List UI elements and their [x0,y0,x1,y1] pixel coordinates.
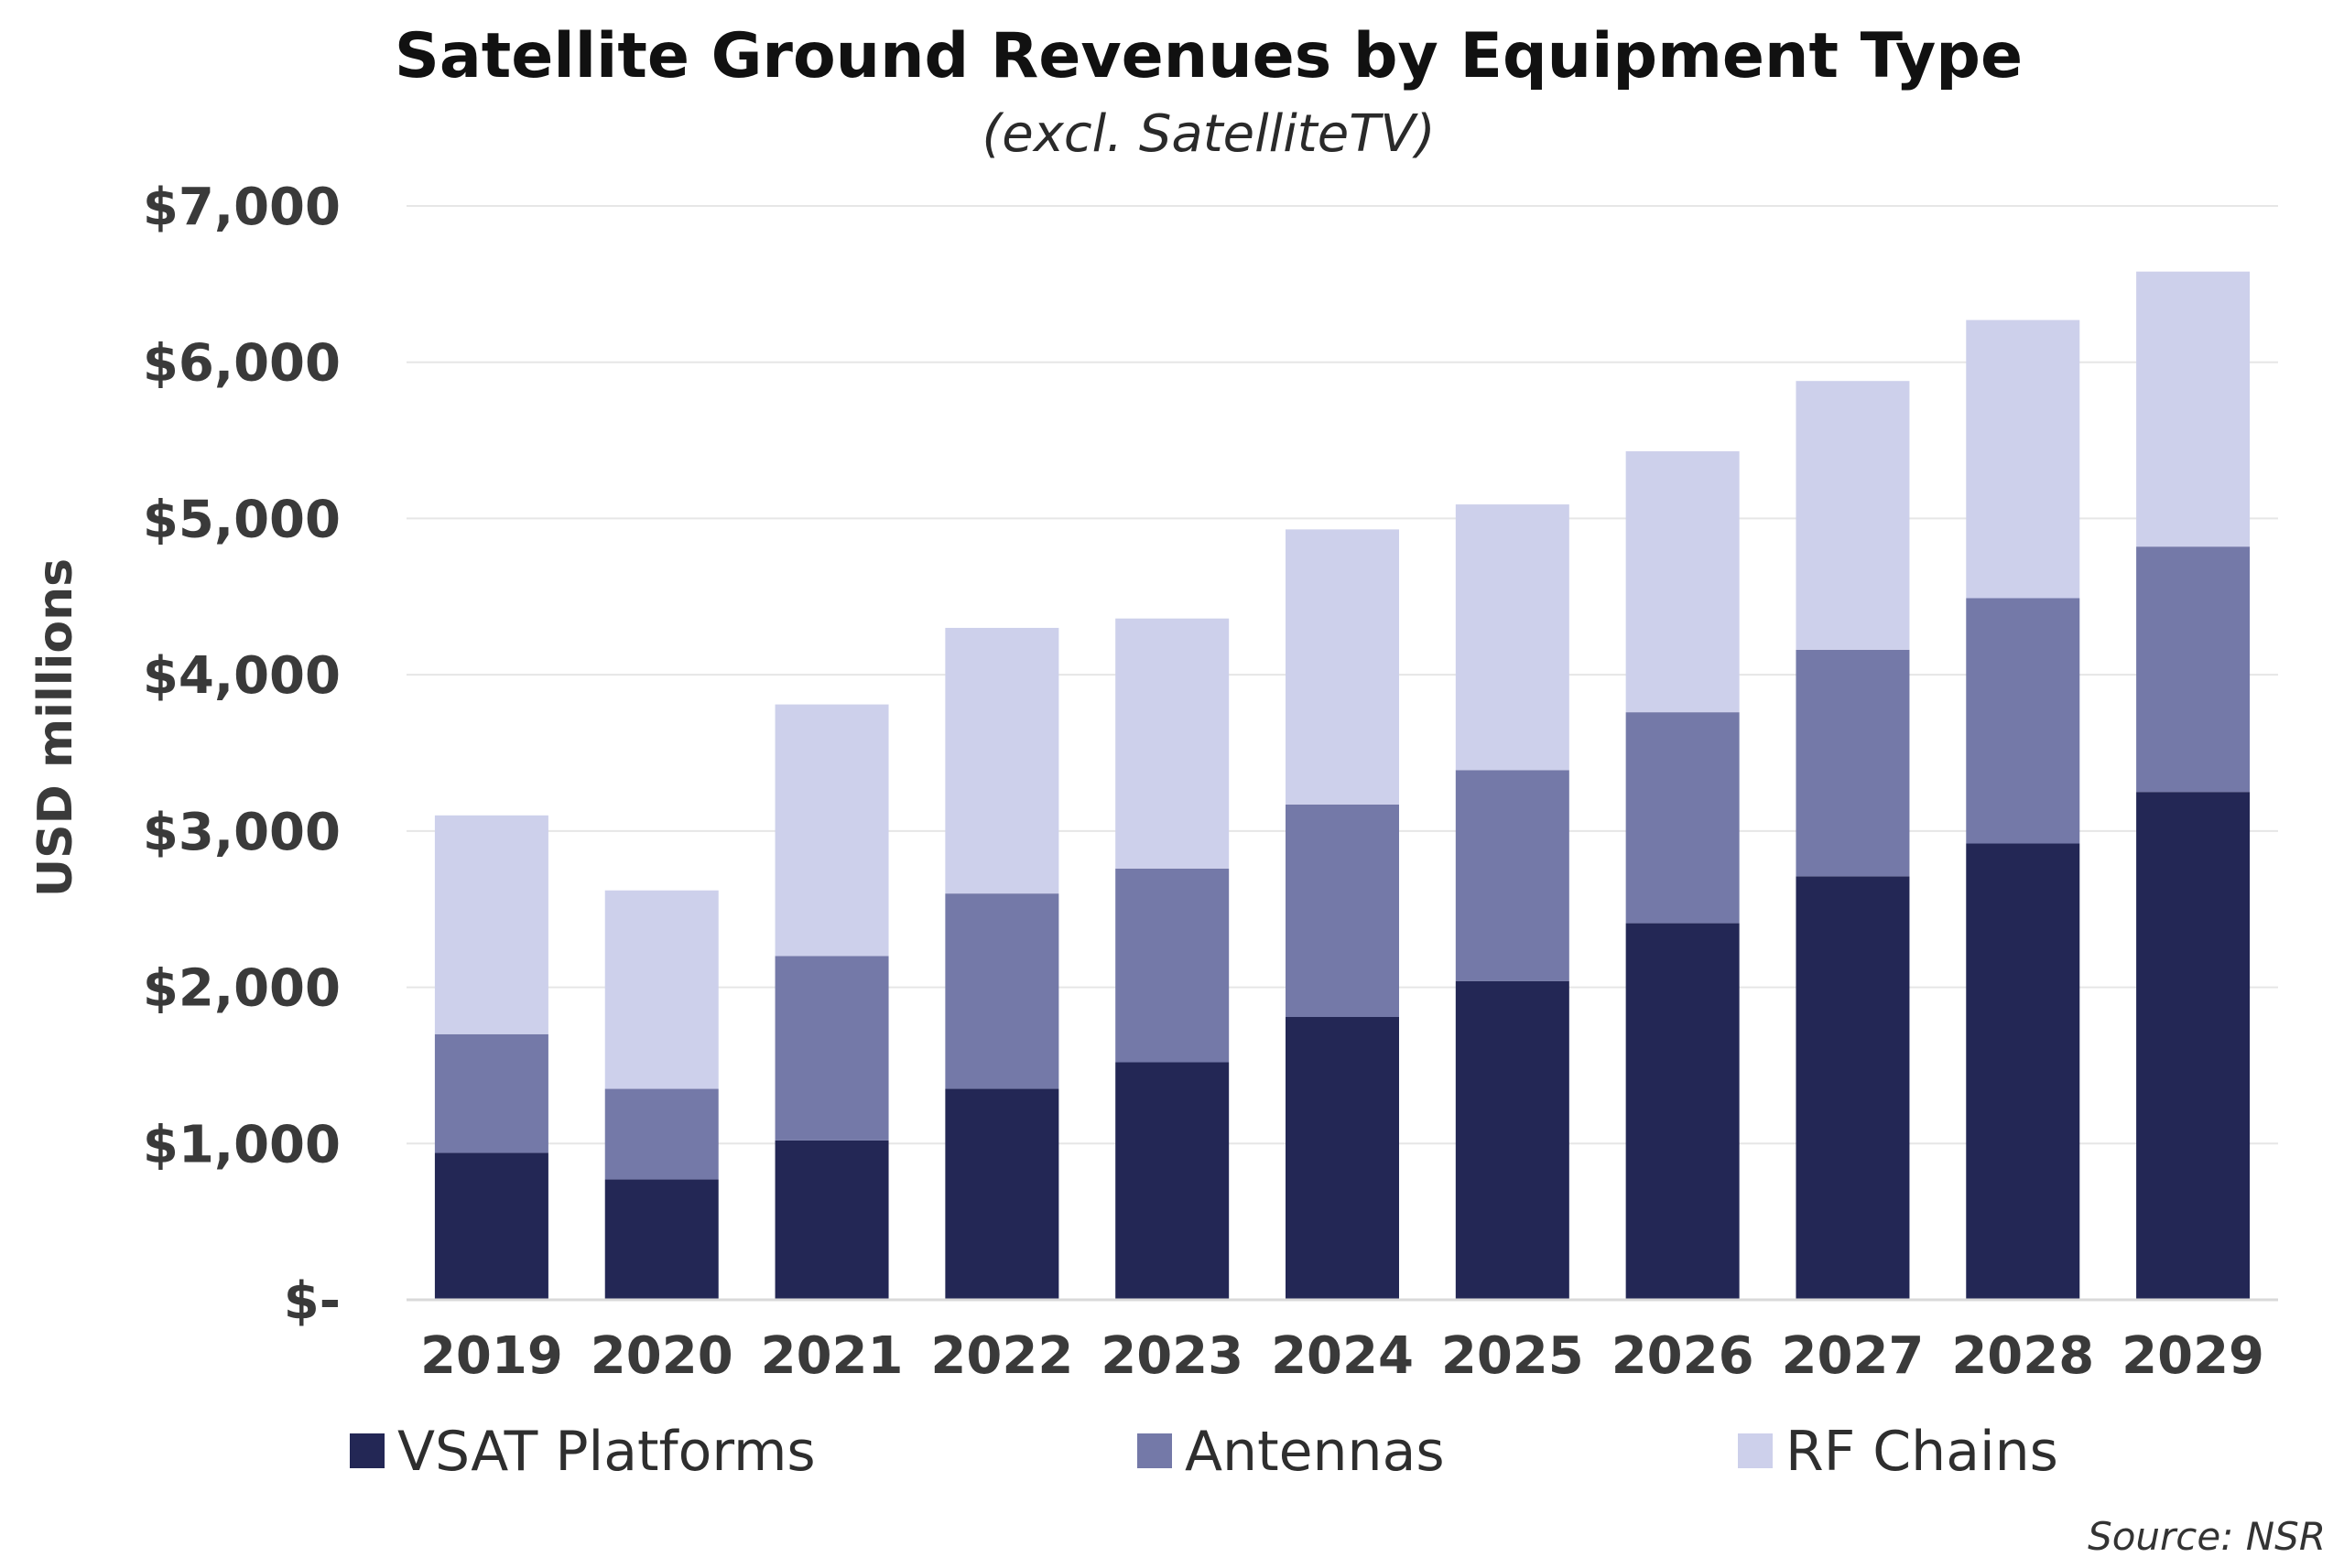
bar-stack-2023 [1115,618,1230,1300]
y-tick-label: $4,000 [143,646,341,706]
bar-antennas-2027 [1796,649,1910,877]
bar-antennas-2029 [2136,546,2251,793]
bar-vsat-platforms-2029 [2136,792,2251,1300]
bar-stack-2022 [945,627,1059,1300]
legend: VSAT Platforms Antennas RF Chains [350,1420,2058,1484]
bar-rf-chains-2025 [1455,504,1569,771]
legend-label: VSAT Platforms [397,1420,816,1484]
x-tick-label: 2021 [761,1326,904,1386]
x-axis-ticks: 2019 2020 2021 2022 2023 2024 2025 2026 2027 2028… [420,1326,2264,1386]
bar-rf-chains-2020 [604,890,719,1089]
bar-antennas-2028 [1966,598,2080,844]
x-tick-label: 2028 [1951,1326,2094,1386]
bar-vsat-platforms-2025 [1455,980,1569,1300]
y-tick-label: $2,000 [143,959,341,1019]
legend-item-vsat-platforms: VSAT Platforms [350,1420,816,1484]
x-tick-label: 2019 [420,1326,563,1386]
bar-stack-2024 [1286,529,1399,1300]
bar-antennas-2020 [604,1088,719,1180]
legend-item-antennas: Antennas [1137,1420,1445,1484]
x-tick-label: 2027 [1782,1326,1925,1386]
bar-vsat-platforms-2027 [1796,876,1910,1300]
y-axis-label: USD millions [28,558,83,897]
bar-antennas-2019 [434,1033,548,1153]
bar-rf-chains-2022 [945,627,1059,894]
bar-antennas-2021 [775,956,889,1141]
y-tick-label: $- [284,1271,341,1331]
chart-title: Satellite Ground Revenues by Equipment T… [395,20,2023,92]
x-tick-label: 2020 [591,1326,733,1386]
bar-vsat-platforms-2028 [1966,843,2080,1300]
bar-rf-chains-2028 [1966,319,2080,599]
bar-antennas-2023 [1115,868,1230,1063]
bar-stack-2021 [775,704,889,1300]
bar-antennas-2022 [945,893,1059,1089]
bar-vsat-platforms-2023 [1115,1062,1230,1300]
bar-vsat-platforms-2021 [775,1140,889,1300]
legend-swatch [350,1433,385,1468]
bar-rf-chains-2021 [775,704,889,957]
legend-swatch [1738,1433,1773,1468]
legend-swatch [1137,1433,1172,1468]
y-tick-label: $6,000 [143,334,341,394]
bar-antennas-2024 [1286,804,1399,1018]
y-tick-label: $5,000 [143,490,341,549]
y-tick-label: $7,000 [143,178,341,237]
bar-rf-chains-2027 [1796,381,1910,650]
y-axis-ticks: $- $1,000 $2,000 $3,000 $4,000 $5,000 $6,000 $7… [143,178,341,1331]
x-tick-label: 2022 [930,1326,1073,1386]
x-tick-label: 2025 [1441,1326,1584,1386]
y-tick-label: $3,000 [143,803,341,862]
bar-stack-2019 [434,815,548,1300]
bar-stack-2025 [1455,504,1569,1300]
bar-rf-chains-2024 [1286,529,1399,805]
bar-antennas-2026 [1625,712,1740,924]
bar-rf-chains-2026 [1625,451,1740,713]
legend-label: Antennas [1185,1420,1445,1484]
bar-rf-chains-2019 [434,815,548,1034]
bar-rf-chains-2029 [2136,271,2251,547]
bar-vsat-platforms-2020 [604,1179,719,1300]
bar-vsat-platforms-2019 [434,1152,548,1300]
y-tick-label: $1,000 [143,1115,341,1174]
legend-label: RF Chains [1785,1420,2058,1484]
bar-antennas-2025 [1455,770,1569,981]
x-tick-label: 2023 [1101,1326,1243,1386]
bars [434,271,2251,1300]
legend-item-rf-chains: RF Chains [1738,1420,2058,1484]
bar-stack-2028 [1966,319,2080,1300]
chart-subtitle: (excl. SatelliteTV) [982,104,1435,164]
bar-vsat-platforms-2022 [945,1088,1059,1300]
source-note: Source: NSR [2088,1514,2326,1559]
bar-stack-2020 [604,890,719,1300]
bar-stack-2029 [2136,271,2251,1300]
x-tick-label: 2026 [1612,1326,1754,1386]
x-tick-label: 2029 [2122,1326,2264,1386]
bar-vsat-platforms-2024 [1286,1017,1399,1300]
bar-stack-2026 [1625,451,1740,1300]
bar-vsat-platforms-2026 [1625,923,1740,1300]
x-tick-label: 2024 [1271,1326,1414,1386]
bar-rf-chains-2023 [1115,618,1230,869]
bar-stack-2027 [1796,381,1910,1300]
